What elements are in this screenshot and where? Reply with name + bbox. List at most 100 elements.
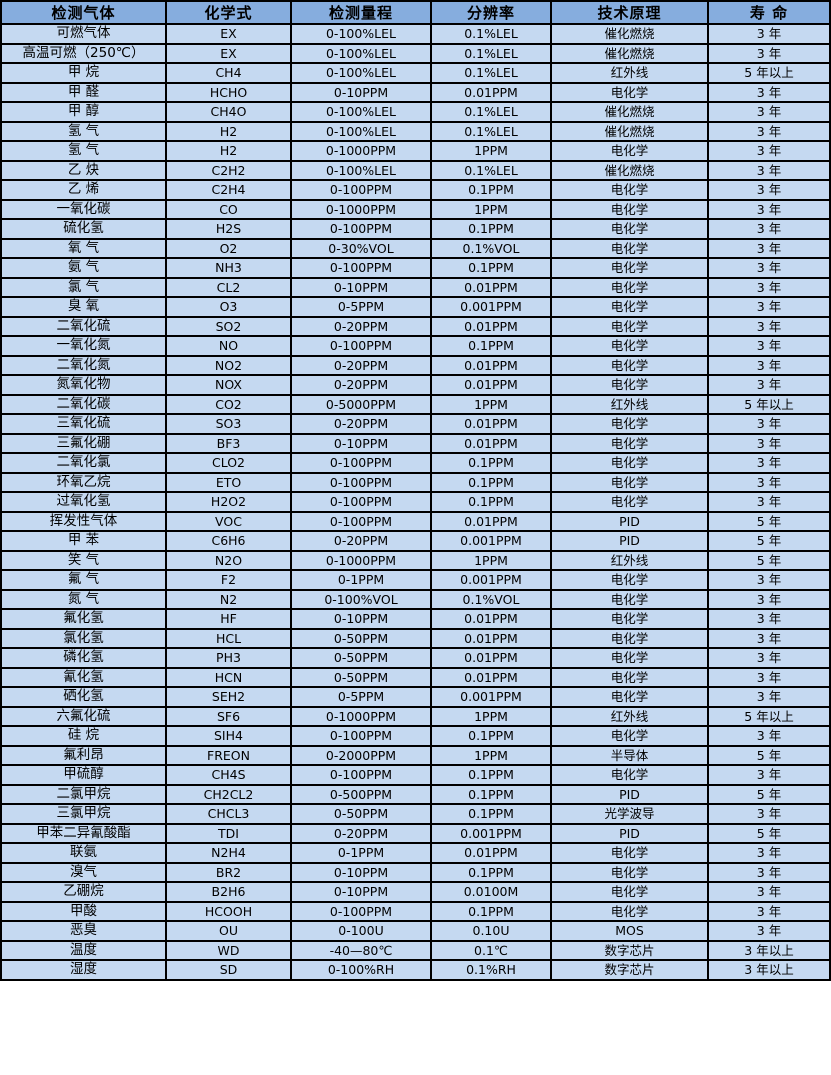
table-row: 乙 炔 C2H2 0-100%LEL 0.1%LEL 催化燃烧 3 年	[0, 159, 831, 181]
table-row: 二氧化碳 CO2 0-5000PPM 1PPM 红外线 5 年以上	[0, 393, 831, 415]
cell-resolution: 0.01PPM	[430, 81, 552, 103]
table-row: 二氧化硫 SO2 0-20PPM 0.01PPM 电化学 3 年	[0, 315, 831, 337]
cell-gas-name: 过氧化氢	[0, 491, 167, 513]
cell-gas-name: 三氯甲烷	[0, 803, 167, 825]
table-row: 甲酸 HCOOH 0-100PPM 0.1PPM 电化学 3 年	[0, 900, 831, 922]
cell-resolution: 1PPM	[430, 744, 552, 766]
cell-gas-name: 乙 烯	[0, 179, 167, 201]
cell-lifespan: 3 年	[707, 588, 831, 610]
cell-lifespan: 5 年	[707, 822, 831, 844]
cell-lifespan: 5 年	[707, 530, 831, 552]
cell-gas-name: 甲 烷	[0, 62, 167, 84]
cell-detection-range: 0-100PPM	[290, 257, 432, 279]
cell-chemical-formula: NH3	[165, 257, 292, 279]
column-header-detection-range: 检测量程	[290, 0, 432, 25]
cell-technical-principle: 红外线	[550, 549, 709, 571]
cell-lifespan: 3 年	[707, 920, 831, 942]
cell-chemical-formula: CH2CL2	[165, 783, 292, 805]
cell-detection-range: 0-20PPM	[290, 354, 432, 376]
cell-lifespan: 3 年	[707, 179, 831, 201]
cell-lifespan: 3 年	[707, 764, 831, 786]
cell-lifespan: 5 年以上	[707, 705, 831, 727]
cell-detection-range: 0-1000PPM	[290, 198, 432, 220]
cell-technical-principle: 电化学	[550, 335, 709, 357]
table-row: 二氧化氯 CLO2 0-100PPM 0.1PPM 电化学 3 年	[0, 452, 831, 474]
cell-gas-name: 氟化氢	[0, 608, 167, 630]
cell-chemical-formula: WD	[165, 939, 292, 961]
cell-detection-range: 0-20PPM	[290, 413, 432, 435]
cell-technical-principle: 催化燃烧	[550, 23, 709, 45]
cell-chemical-formula: BF3	[165, 432, 292, 454]
table-row: 氟化氢 HF 0-10PPM 0.01PPM 电化学 3 年	[0, 608, 831, 630]
cell-technical-principle: 电化学	[550, 198, 709, 220]
cell-chemical-formula: CH4O	[165, 101, 292, 123]
cell-technical-principle: 电化学	[550, 452, 709, 474]
cell-chemical-formula: NO	[165, 335, 292, 357]
cell-resolution: 1PPM	[430, 140, 552, 162]
cell-technical-principle: 电化学	[550, 237, 709, 259]
cell-detection-range: 0-1000PPM	[290, 140, 432, 162]
cell-chemical-formula: CHCL3	[165, 803, 292, 825]
cell-detection-range: 0-100PPM	[290, 900, 432, 922]
cell-technical-principle: 电化学	[550, 413, 709, 435]
cell-lifespan: 3 年	[707, 198, 831, 220]
cell-detection-range: 0-10PPM	[290, 608, 432, 630]
cell-gas-name: 氯化氢	[0, 627, 167, 649]
table-row: 磷化氢 PH3 0-50PPM 0.01PPM 电化学 3 年	[0, 647, 831, 669]
cell-lifespan: 5 年	[707, 783, 831, 805]
cell-technical-principle: 红外线	[550, 62, 709, 84]
cell-detection-range: 0-100PPM	[290, 725, 432, 747]
cell-lifespan: 3 年	[707, 861, 831, 883]
cell-detection-range: 0-10PPM	[290, 276, 432, 298]
cell-detection-range: 0-100PPM	[290, 335, 432, 357]
cell-detection-range: 0-20PPM	[290, 530, 432, 552]
cell-lifespan: 3 年	[707, 101, 831, 123]
cell-technical-principle: 电化学	[550, 881, 709, 903]
cell-lifespan: 3 年	[707, 471, 831, 493]
cell-technical-principle: 电化学	[550, 861, 709, 883]
cell-chemical-formula: N2	[165, 588, 292, 610]
cell-gas-name: 二氧化氮	[0, 354, 167, 376]
cell-resolution: 0.01PPM	[430, 627, 552, 649]
cell-gas-name: 氢 气	[0, 140, 167, 162]
cell-resolution: 0.1PPM	[430, 783, 552, 805]
cell-resolution: 0.1%LEL	[430, 62, 552, 84]
cell-chemical-formula: H2S	[165, 218, 292, 240]
cell-lifespan: 3 年	[707, 900, 831, 922]
cell-gas-name: 恶臭	[0, 920, 167, 942]
cell-technical-principle: 电化学	[550, 666, 709, 688]
cell-gas-name: 氨 气	[0, 257, 167, 279]
cell-detection-range: -40—80℃	[290, 939, 432, 961]
table-row: 甲 醛 HCHO 0-10PPM 0.01PPM 电化学 3 年	[0, 81, 831, 103]
cell-technical-principle: 催化燃烧	[550, 120, 709, 142]
cell-gas-name: 硒化氢	[0, 686, 167, 708]
cell-gas-name: 甲 苯	[0, 530, 167, 552]
cell-resolution: 0.1%LEL	[430, 120, 552, 142]
cell-resolution: 0.1PPM	[430, 764, 552, 786]
cell-technical-principle: 光学波导	[550, 803, 709, 825]
cell-chemical-formula: SIH4	[165, 725, 292, 747]
cell-resolution: 0.1%LEL	[430, 23, 552, 45]
cell-lifespan: 3 年	[707, 666, 831, 688]
cell-technical-principle: 电化学	[550, 81, 709, 103]
cell-detection-range: 0-10PPM	[290, 861, 432, 883]
cell-gas-name: 氟利昂	[0, 744, 167, 766]
cell-resolution: 0.001PPM	[430, 569, 552, 591]
cell-gas-name: 二氯甲烷	[0, 783, 167, 805]
cell-chemical-formula: EX	[165, 23, 292, 45]
cell-detection-range: 0-5000PPM	[290, 393, 432, 415]
cell-lifespan: 3 年以上	[707, 959, 831, 981]
cell-lifespan: 3 年	[707, 432, 831, 454]
cell-lifespan: 3 年	[707, 374, 831, 396]
cell-gas-name: 氮 气	[0, 588, 167, 610]
cell-lifespan: 3 年	[707, 686, 831, 708]
cell-technical-principle: 电化学	[550, 764, 709, 786]
cell-gas-name: 二氧化碳	[0, 393, 167, 415]
cell-technical-principle: PID	[550, 510, 709, 532]
cell-detection-range: 0-20PPM	[290, 315, 432, 337]
table-row: 过氧化氢 H2O2 0-100PPM 0.1PPM 电化学 3 年	[0, 491, 831, 513]
cell-detection-range: 0-1PPM	[290, 569, 432, 591]
cell-gas-name: 甲 醛	[0, 81, 167, 103]
cell-gas-name: 联氨	[0, 842, 167, 864]
cell-resolution: 0.01PPM	[430, 354, 552, 376]
